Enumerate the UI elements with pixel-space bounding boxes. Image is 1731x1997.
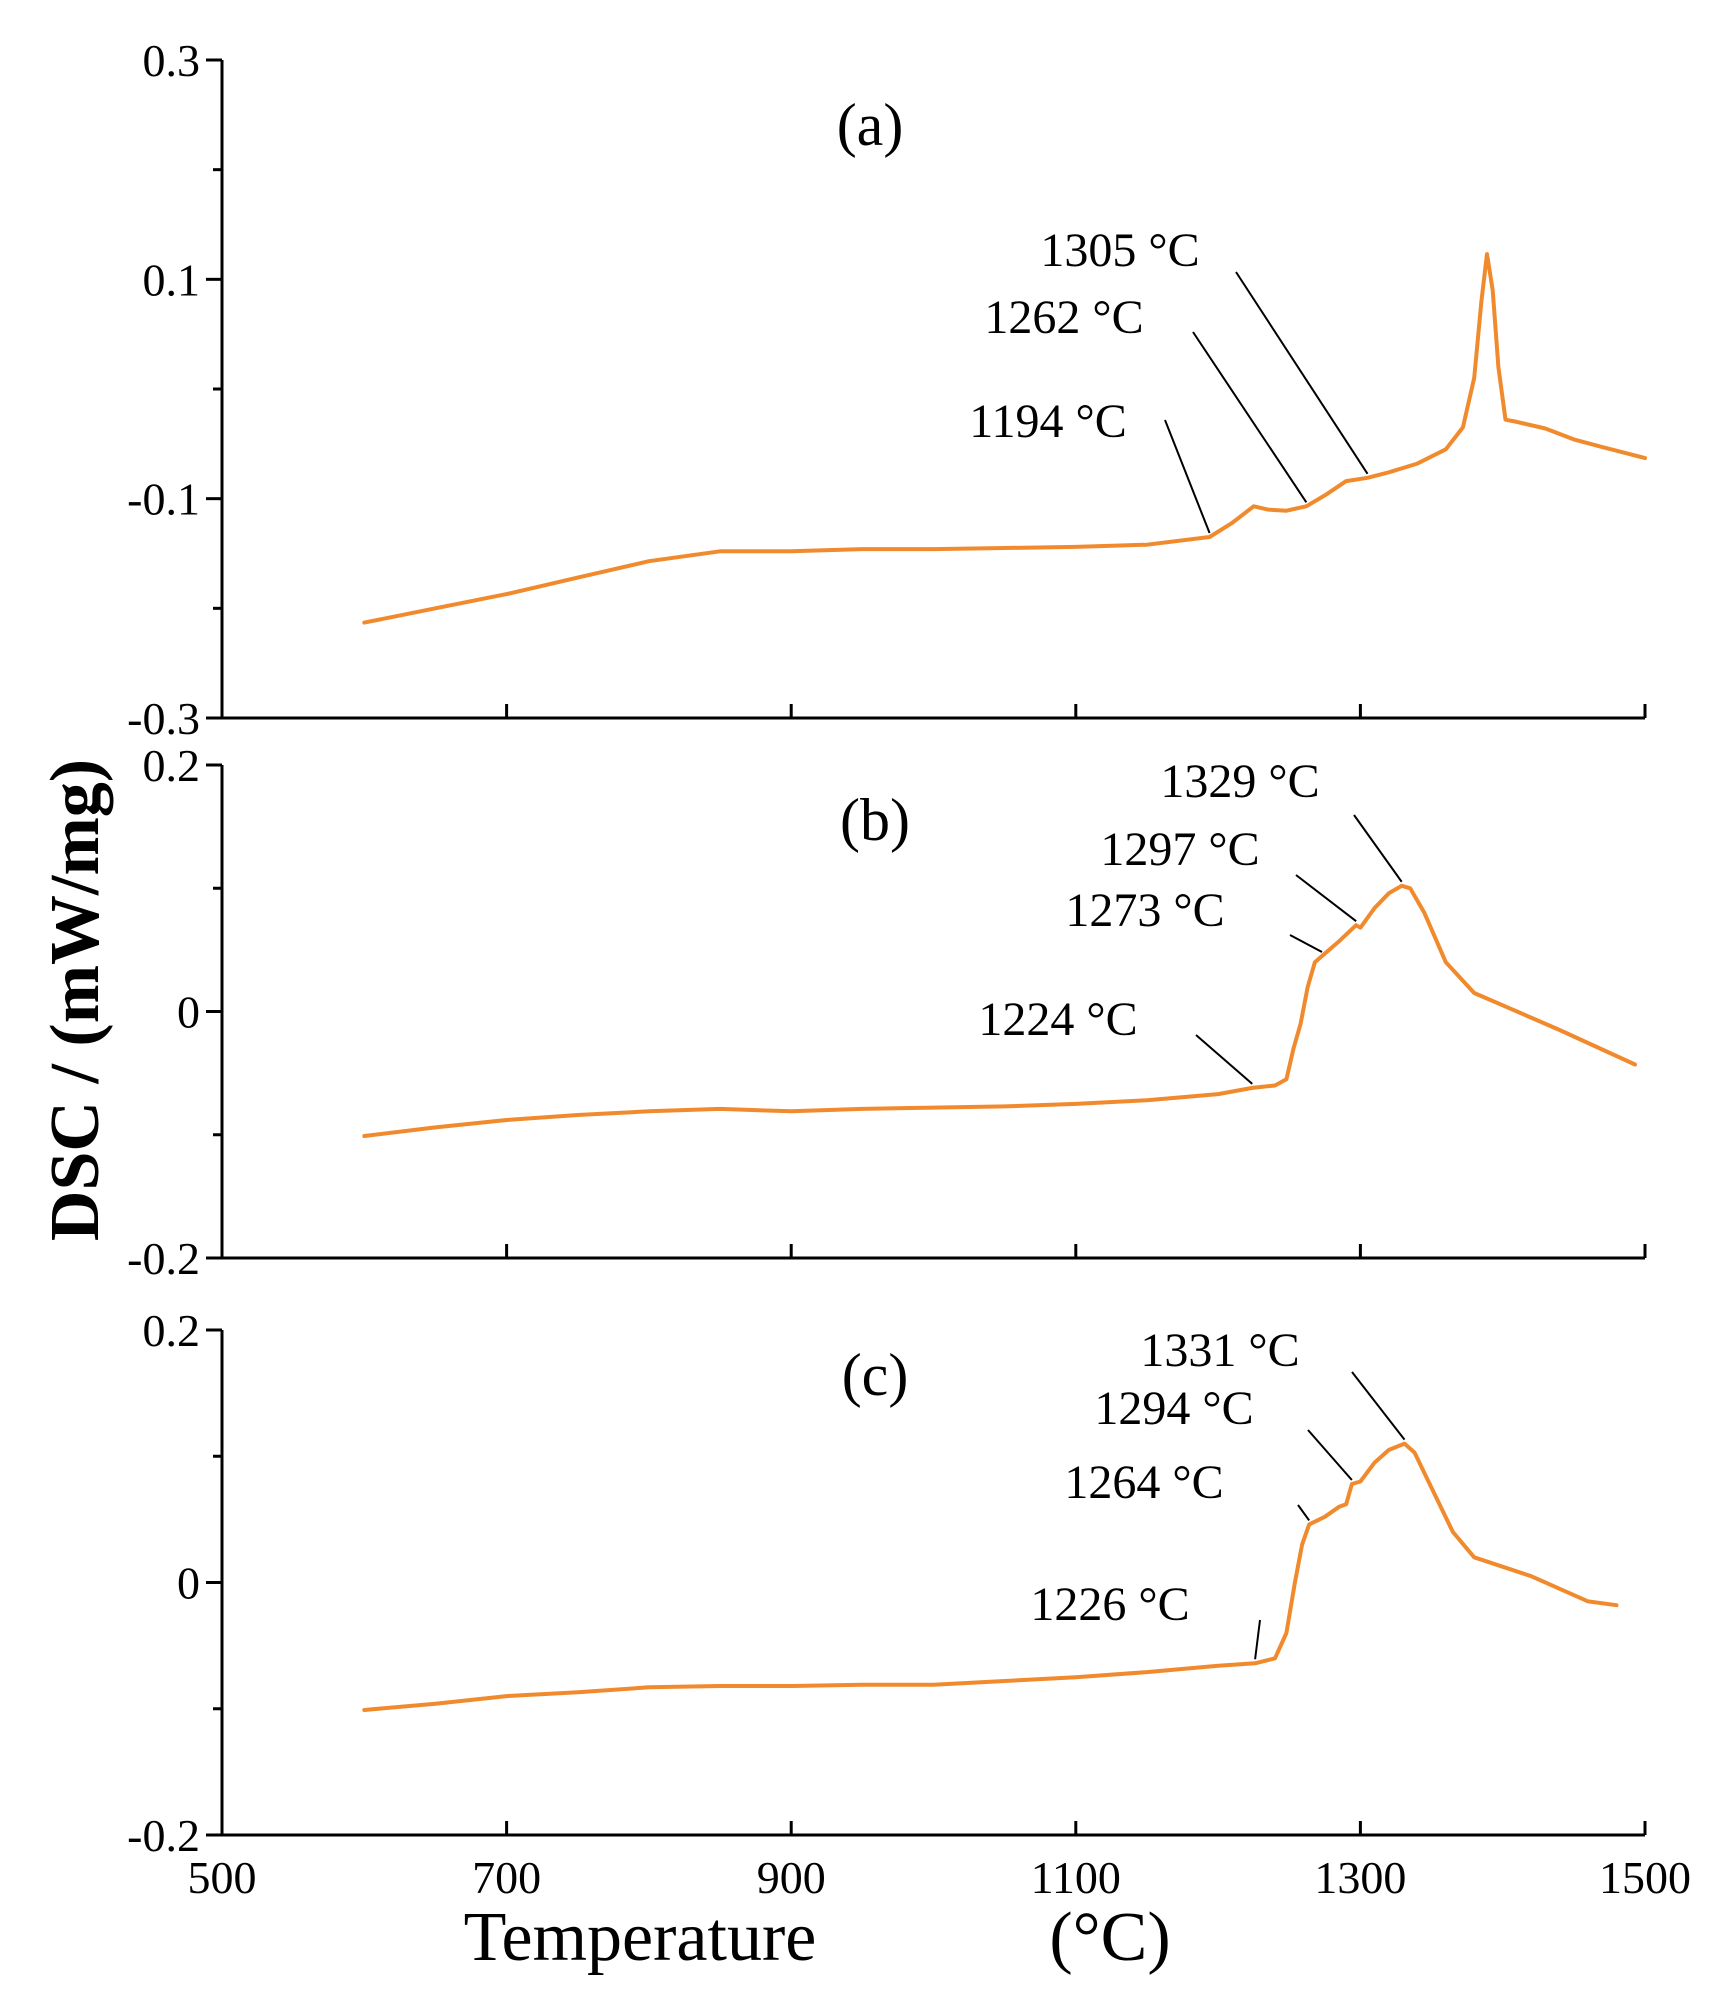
y-tick-label: -0.1 (127, 474, 200, 525)
annotation-leader (1235, 271, 1369, 475)
annotation-label: 1329 °C (1160, 755, 1319, 808)
annotation-label: 1294 °C (1094, 1382, 1253, 1435)
annotation-leader (1254, 1619, 1261, 1660)
y-tick-label: 0.2 (143, 1305, 201, 1356)
annotation-leader (1297, 1504, 1310, 1522)
annotation-leader (1353, 814, 1403, 883)
annotation-leader (1307, 1429, 1353, 1481)
panel-label: (a) (837, 92, 904, 158)
x-tick-label: 1300 (1314, 1852, 1406, 1903)
y-tick-label: 0.1 (143, 254, 201, 305)
x-tick-label: 700 (472, 1852, 541, 1903)
annotation-label: 1305 °C (1040, 224, 1199, 277)
panel-c: -0.2 0 0.2 500 700 900 1100 1300 1500 (c) 1226 °C 1… (127, 1305, 1691, 1903)
annotation-label: 1194 °C (969, 395, 1126, 448)
annotation-label: 1262 °C (984, 291, 1143, 344)
annotation-label: 1297 °C (1100, 823, 1259, 876)
x-axis-unit: (°C) (1049, 1899, 1170, 1976)
y-tick-label: 0.3 (143, 35, 201, 86)
annotation-leader (1295, 874, 1357, 923)
x-tick-label: 1100 (1031, 1852, 1121, 1903)
panel-a: -0.3 -0.1 0.1 0.3 (a) 1194 °C 1262 °C 1305 °C (127, 35, 1647, 744)
annotation-label: 1273 °C (1065, 884, 1224, 937)
y-tick-label: -0.2 (127, 1233, 200, 1284)
annotation-leader (1164, 419, 1211, 534)
x-tick-label: 1500 (1599, 1852, 1691, 1903)
annotation-leader (1289, 934, 1323, 953)
dsc-curve (362, 252, 1647, 625)
y-tick-label: 0 (177, 1558, 200, 1609)
x-tick-label: 900 (757, 1852, 826, 1903)
dsc-curve (362, 883, 1637, 1138)
panel-label: (c) (842, 1342, 909, 1408)
y-axis-label: DSC / (mW/mg) (37, 759, 114, 1241)
annotation-leader (1351, 1371, 1406, 1441)
panel-label: (b) (840, 787, 910, 853)
panel-b: -0.2 0 0.2 (b) 1224 °C 1273 °C 1297 °C 1329 °C (127, 740, 1647, 1284)
y-tick-label: 0.2 (143, 740, 201, 791)
x-axis-label: Temperature (464, 1899, 817, 1976)
dsc-curve (362, 1441, 1619, 1712)
annotation-label: 1224 °C (978, 993, 1137, 1046)
annotation-label: 1226 °C (1030, 1578, 1189, 1631)
y-tick-label: -0.2 (127, 1810, 200, 1861)
annotation-label: 1331 °C (1140, 1324, 1299, 1377)
y-tick-label: 0 (177, 987, 200, 1038)
annotation-leader (1192, 331, 1308, 503)
annotation-label: 1264 °C (1064, 1456, 1223, 1509)
y-tick-label: -0.3 (127, 693, 200, 744)
x-tick-label: 500 (188, 1852, 257, 1903)
annotation-leader (1195, 1034, 1253, 1085)
